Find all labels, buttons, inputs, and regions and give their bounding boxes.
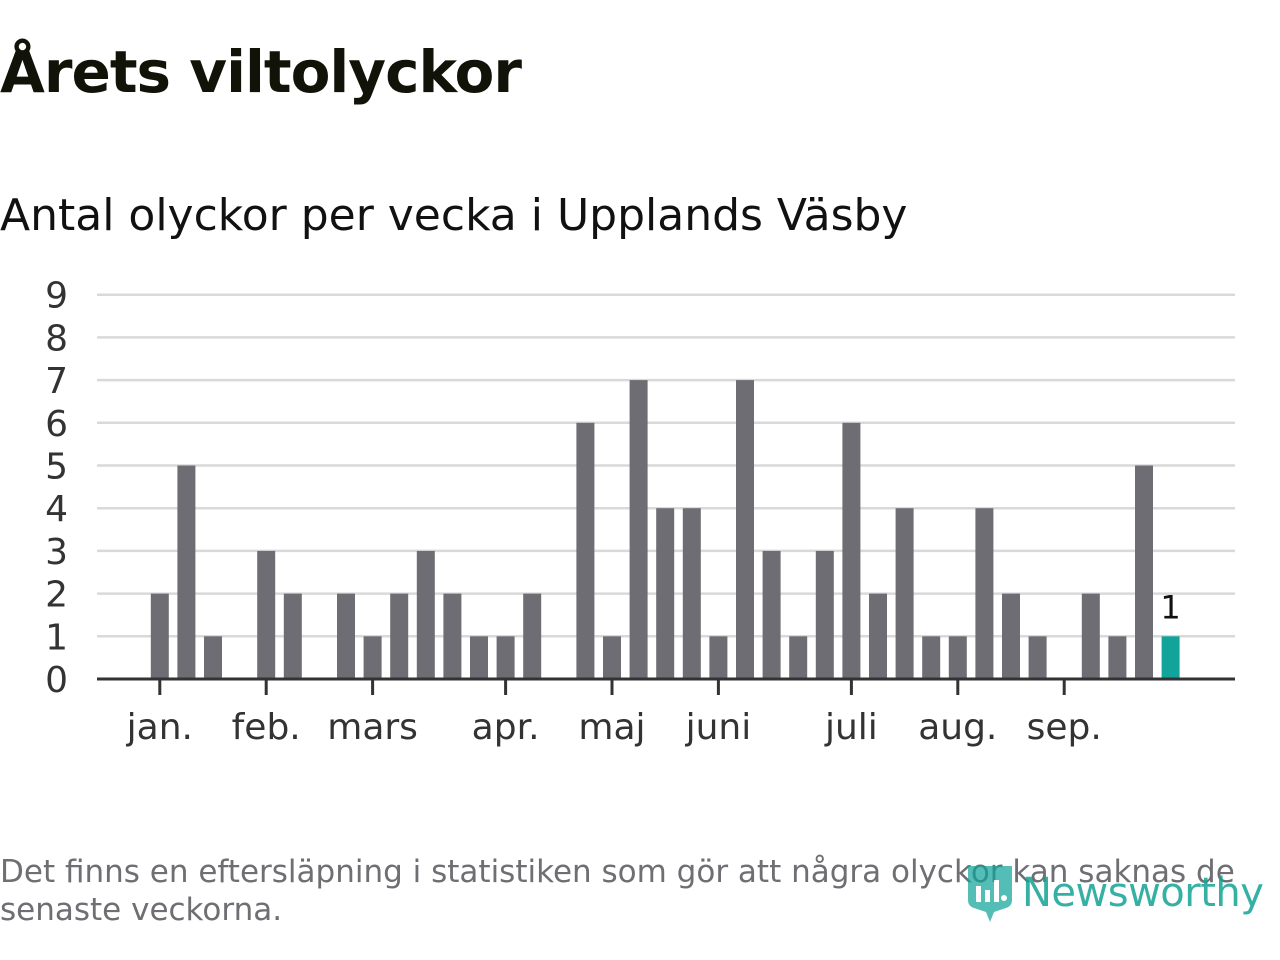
bar [576,422,595,679]
x-tick-label: aug. [918,707,997,748]
gridlines [97,293,1235,638]
bar [416,550,435,679]
y-tick-label: 6 [45,404,68,445]
x-tick-label: apr. [472,707,540,748]
y-tick-label: 7 [45,361,68,402]
newsworthy-logo-icon [964,860,1016,926]
y-tick-label: 8 [45,318,68,359]
bar [470,636,488,679]
x-tick-label: juli [824,707,878,748]
bar [656,508,675,679]
y-tick-label: 4 [45,489,68,530]
chart-subtitle: Antal olyckor per vecka i Upplands Väsby [0,190,908,241]
bar [1002,593,1020,679]
y-tick-label: 1 [45,617,68,658]
x-tick-label: juni [685,707,752,748]
bar [789,636,808,679]
bar [204,636,222,679]
bar [443,593,462,679]
bar [1028,636,1047,679]
bar-current-week [1161,636,1180,679]
bar [496,636,515,679]
y-tick-label: 0 [45,660,68,701]
chart-title: Årets viltolyckor [0,38,522,106]
bar [975,508,994,679]
bar [895,508,914,679]
bar [869,593,887,679]
bar [150,593,169,679]
x-tick-label: jan. [126,707,193,748]
logo-text: Newsworthy [1022,870,1264,916]
bar [363,636,382,679]
data-label-current-week: 1 [1160,588,1180,626]
bar [283,593,302,679]
bar [709,636,728,679]
bar [337,593,355,679]
bar [390,593,409,679]
bar [842,422,861,679]
x-tick-label: sep. [1027,707,1102,748]
bar [1081,593,1100,679]
y-tick-label: 2 [45,575,68,616]
newsworthy-logo[interactable]: Newsworthy [964,858,1264,928]
bar [1108,636,1127,679]
x-axis: jan. feb. mars apr. maj juni juli aug. sep. [97,677,1235,748]
bar [177,465,196,679]
bar [948,636,967,679]
bars [150,380,1180,679]
bar [603,636,621,679]
bar [922,636,941,679]
bar [736,380,754,679]
bar [762,550,781,679]
y-tick-label: 3 [45,532,68,573]
x-tick-label: mars [327,707,418,748]
bar [257,550,276,679]
x-tick-label: feb. [232,707,301,748]
bar [682,508,701,679]
y-tick-label: 5 [45,447,68,488]
x-tick-label: maj [578,707,645,748]
footnote: Det finns en eftersläpning i statistiken… [0,854,1235,928]
bar [815,550,834,679]
bar [523,593,542,679]
data-labels: 1 [1160,588,1180,626]
bar [629,380,648,679]
y-tick-label: 9 [45,276,68,317]
bar [1135,465,1153,679]
